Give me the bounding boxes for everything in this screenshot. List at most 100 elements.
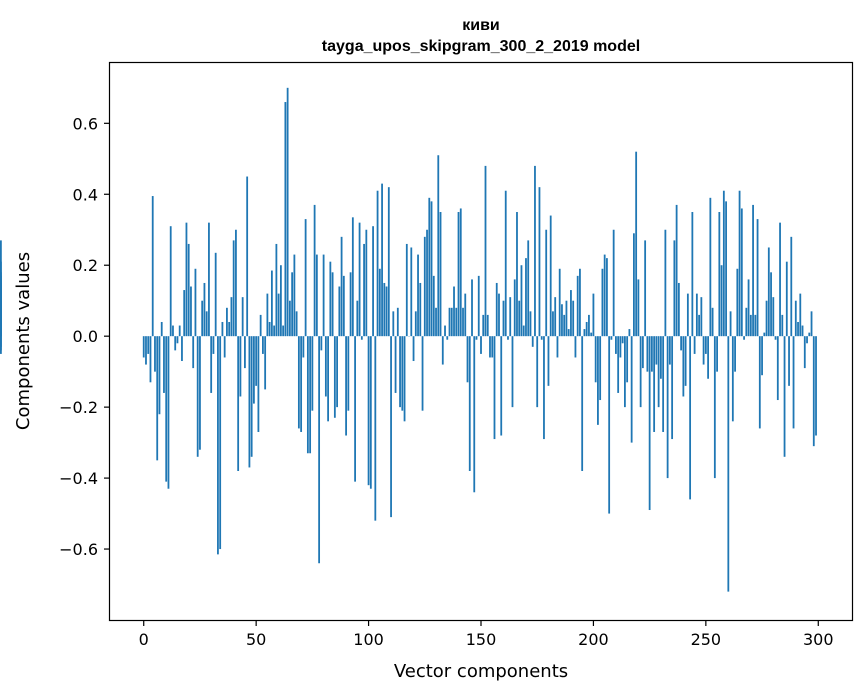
bar-191 [572, 300, 575, 337]
bar-218 [633, 233, 635, 337]
bar-20 [187, 243, 190, 337]
bar-152 [484, 165, 487, 337]
bar-272 [754, 314, 757, 337]
bar-276 [763, 332, 766, 337]
bar-295 [806, 336, 808, 344]
bar-198 [588, 314, 590, 337]
bar-140 [457, 212, 460, 337]
y-tick-label--0.4: −0.4 [59, 469, 98, 488]
bar-247 [698, 314, 700, 337]
bar-270 [749, 314, 752, 337]
bar-159 [500, 336, 503, 436]
bar-78 [318, 336, 321, 564]
bar-14 [174, 336, 177, 351]
bar-53 [262, 336, 264, 354]
bar-208 [610, 336, 613, 340]
bar-217 [630, 336, 633, 443]
bar-210 [615, 336, 617, 354]
y-axis: −0.6 −0.4 −0.2 0.0 0.2 0.4 0.6 [59, 114, 110, 559]
bar-33 [217, 336, 219, 555]
bar-275 [761, 336, 763, 376]
bar-223 [644, 240, 647, 337]
bar-248 [700, 297, 703, 337]
bar-115 [401, 336, 404, 411]
bar-256 [718, 212, 721, 337]
bar-68 [295, 311, 298, 337]
bar-139 [455, 307, 458, 337]
bar-137 [450, 307, 453, 337]
bar-49 [253, 336, 255, 404]
bar-43 [239, 336, 242, 397]
x-tick-label-50: 50 [246, 630, 266, 649]
bar-236 [673, 240, 676, 337]
bar-34 [219, 336, 222, 550]
bar-76 [313, 204, 316, 337]
bar-156 [493, 336, 496, 440]
bar-95 [356, 300, 359, 337]
bar-281 [774, 336, 777, 340]
bar-6 [156, 336, 159, 461]
bar-228 [655, 336, 658, 365]
bar-169 [522, 325, 525, 337]
bar-206 [606, 258, 608, 337]
bar-193 [576, 275, 579, 337]
bar-97 [360, 336, 363, 340]
bar-70 [300, 336, 303, 432]
bar-54 [264, 336, 267, 390]
bar-231 [662, 336, 665, 432]
bar-246 [695, 293, 698, 337]
bar-116 [403, 336, 406, 422]
bar-171 [527, 240, 530, 337]
bar-51 [257, 336, 260, 432]
bar-161 [504, 190, 507, 337]
bar-278 [767, 247, 770, 337]
bar-123 [419, 282, 422, 337]
bar-84 [331, 272, 334, 337]
bar-44 [241, 297, 244, 337]
bar-176 [538, 187, 541, 337]
bar-25 [199, 336, 201, 450]
bar-178 [543, 336, 545, 440]
bar-3 [149, 336, 152, 383]
x-tick-label-150: 150 [466, 630, 497, 649]
bar-151 [482, 314, 485, 337]
bar-224 [646, 336, 649, 372]
bar-173 [531, 336, 534, 347]
bar-101 [369, 336, 372, 489]
bar-89 [342, 275, 345, 337]
bar-undefined [0, 261, 2, 337]
bar-245 [693, 336, 696, 354]
bar-18 [183, 290, 186, 337]
bar-225 [648, 336, 651, 511]
bar-74 [309, 336, 312, 454]
bar-83 [329, 261, 332, 337]
bar-undefined [0, 336, 2, 354]
bar-240 [682, 336, 685, 397]
bar-119 [410, 247, 413, 337]
bar-52 [259, 314, 262, 337]
bar-264 [736, 268, 739, 337]
bar-255 [716, 336, 718, 372]
bar-290 [794, 300, 797, 337]
bar-197 [585, 321, 588, 337]
bar-207 [608, 336, 611, 514]
bar-131 [437, 155, 440, 337]
bar-79 [320, 336, 323, 351]
bar-219 [635, 151, 638, 337]
bar-128 [430, 201, 433, 337]
bar-204 [601, 268, 604, 337]
bar-288 [790, 236, 793, 337]
bar-94 [354, 336, 356, 482]
bar-15 [176, 336, 179, 344]
bar-36 [223, 336, 226, 358]
bar-0 [142, 336, 145, 358]
bar-24 [196, 336, 199, 457]
chart-title: киви [462, 17, 500, 34]
bar-267 [743, 336, 745, 340]
bar-263 [734, 336, 736, 372]
bar-147 [473, 336, 476, 493]
bar-239 [680, 336, 683, 351]
bar-242 [686, 293, 689, 337]
bar-66 [291, 272, 294, 337]
bar-200 [592, 293, 595, 337]
